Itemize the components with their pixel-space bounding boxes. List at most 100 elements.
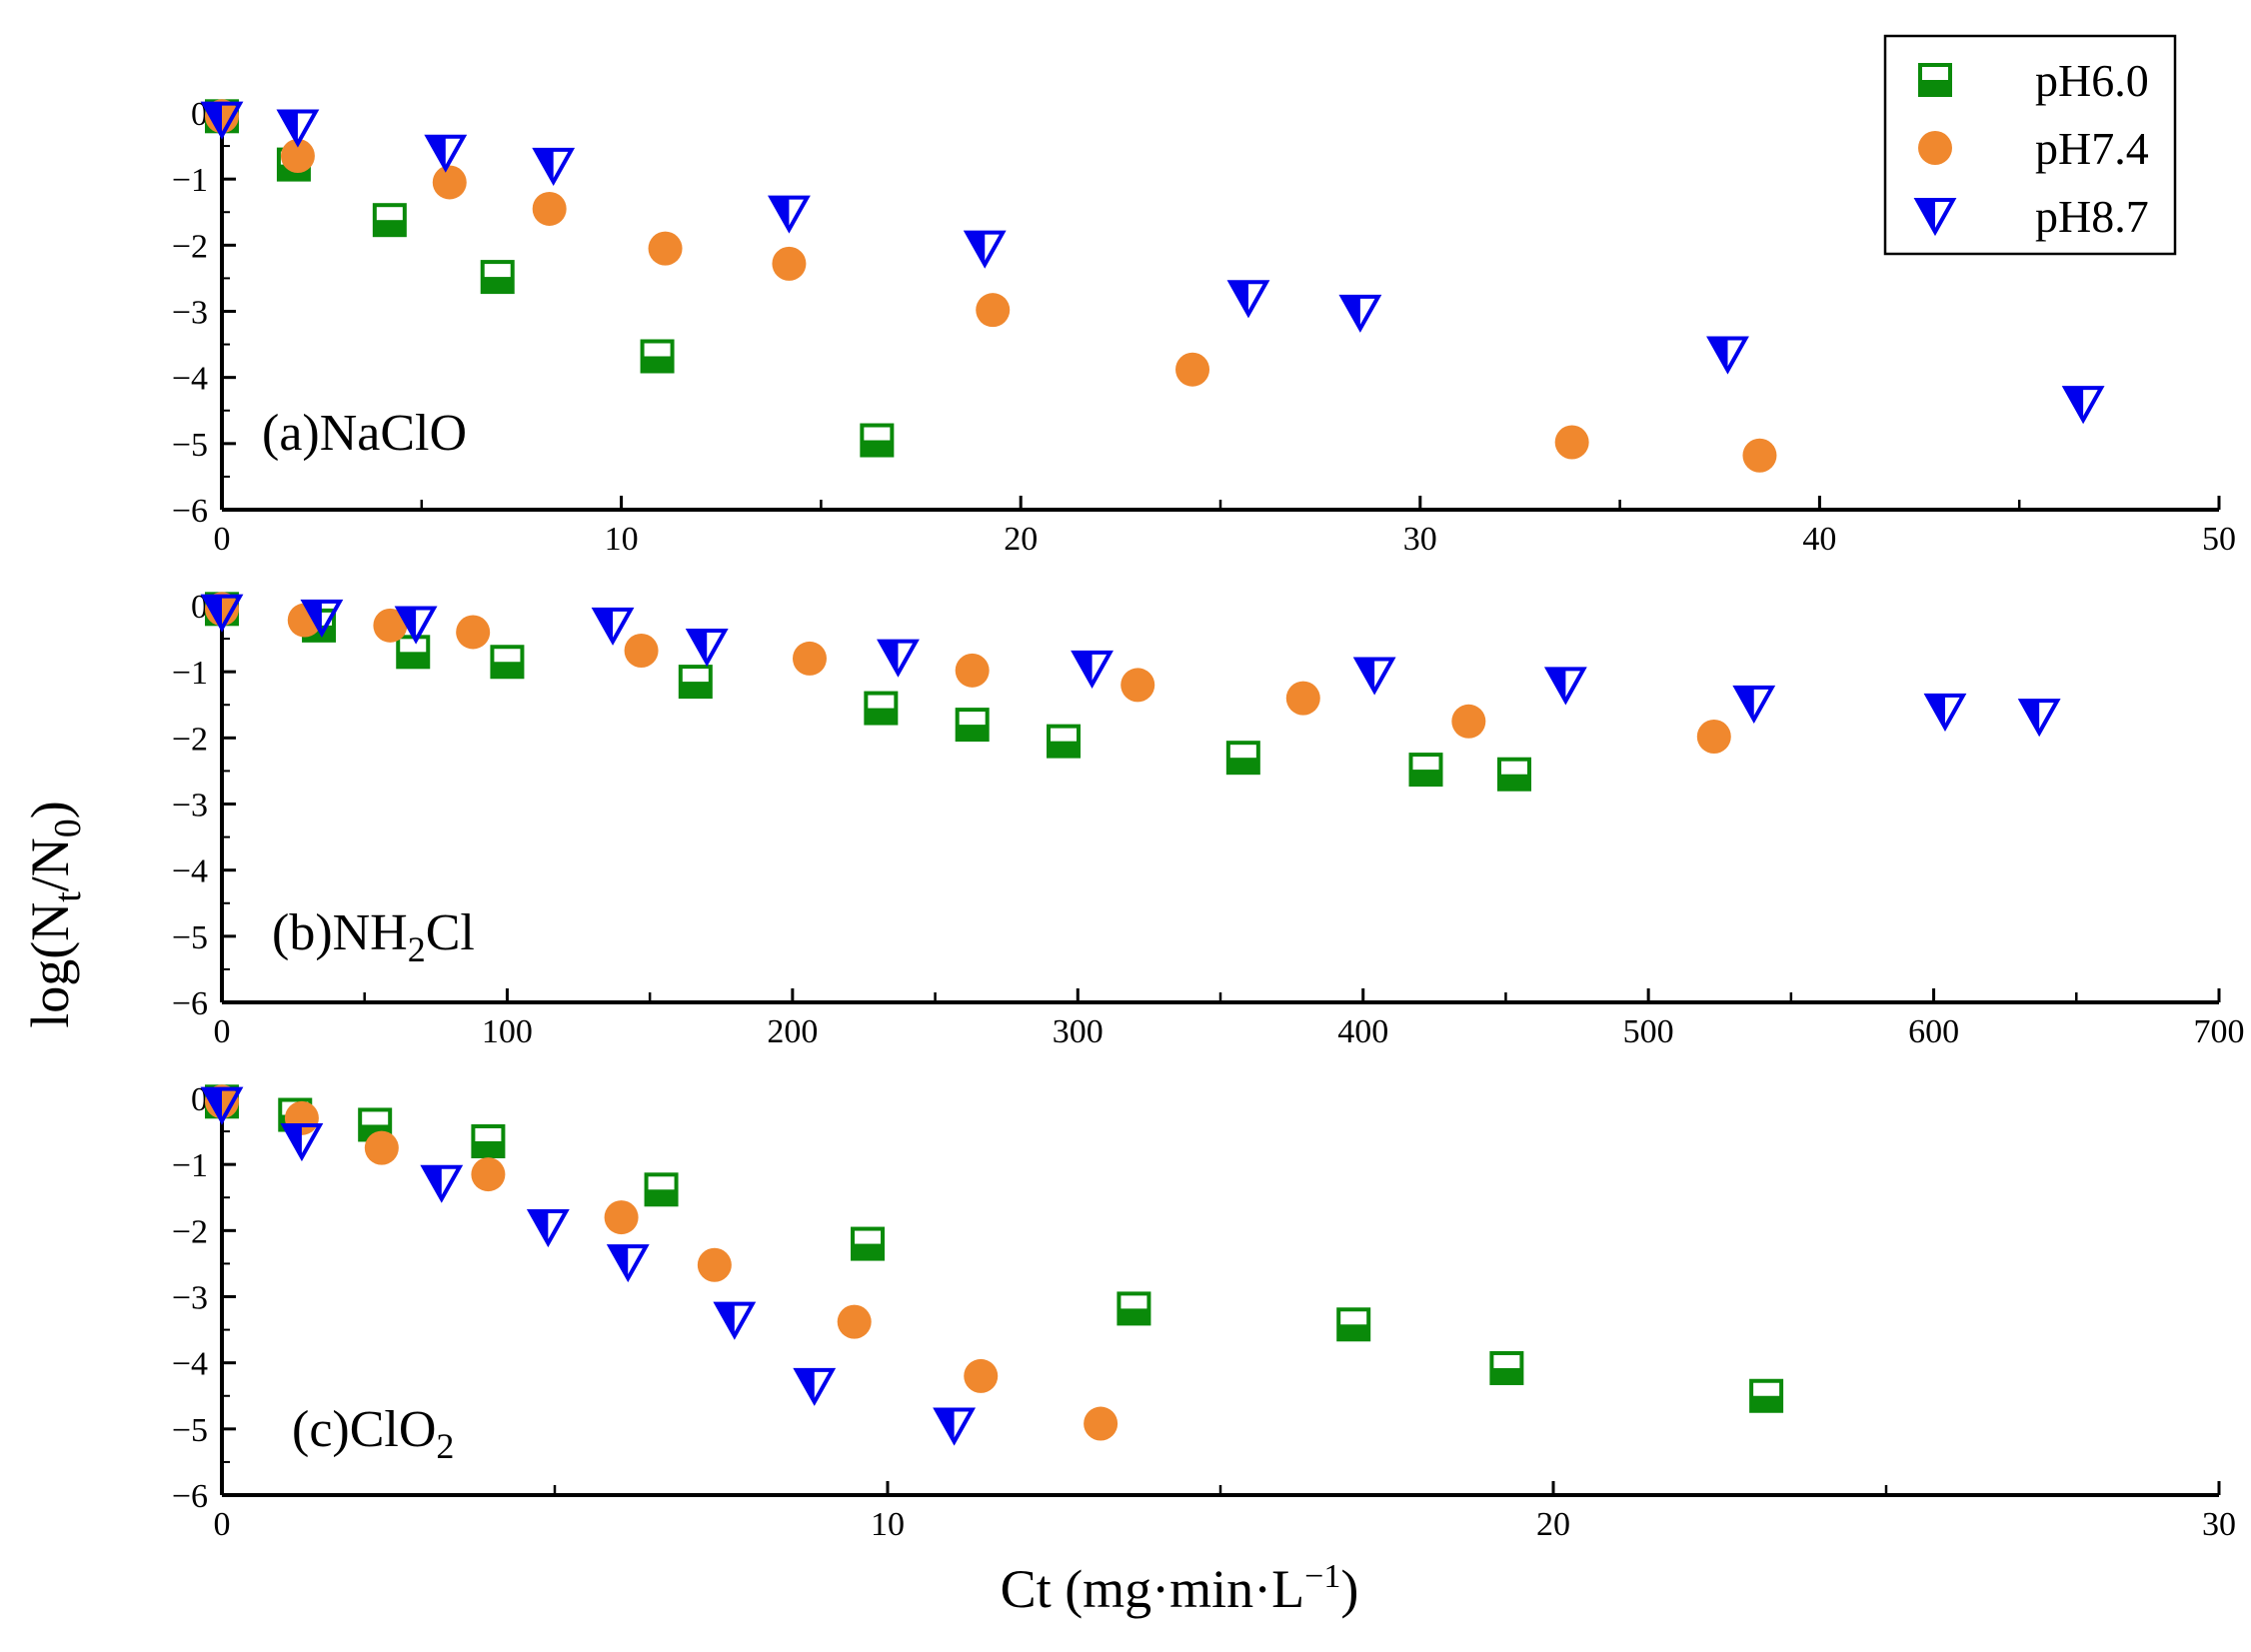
data-point <box>955 708 990 743</box>
data-point <box>678 665 713 700</box>
data-point <box>420 1164 464 1203</box>
data-point-fill <box>862 440 893 456</box>
data-point-outline <box>606 1244 650 1283</box>
data-point-outline <box>768 195 811 234</box>
x-tick-label: 200 <box>767 1013 818 1050</box>
data-point <box>471 1157 506 1192</box>
data-point <box>713 1301 757 1340</box>
data-point-outline <box>276 109 320 148</box>
data-point <box>394 606 438 645</box>
data-point <box>364 1130 399 1165</box>
data-point-outline <box>2017 699 2061 738</box>
y-tick-label: −4 <box>172 853 208 890</box>
data-point <box>837 1304 872 1339</box>
data-point <box>604 1200 639 1235</box>
data-point <box>1696 720 1731 755</box>
data-point-outline <box>200 101 244 140</box>
data-point <box>1121 668 1155 703</box>
data-point <box>772 246 807 281</box>
data-point <box>1047 724 1082 759</box>
data-point <box>792 641 827 676</box>
legend-label: pH6.0 <box>2035 55 2149 106</box>
x-tick-label: 300 <box>1053 1013 1104 1050</box>
data-point <box>432 165 467 200</box>
data-point-fill <box>1227 758 1258 774</box>
data-point <box>200 594 244 633</box>
y-tick-label: −3 <box>172 295 208 332</box>
x-tick-label: 0 <box>214 1013 231 1050</box>
series-pH8.7 <box>200 594 2061 738</box>
data-point <box>640 339 675 374</box>
data-point <box>1336 1307 1371 1342</box>
data-point-outline <box>2061 386 2105 425</box>
y-tick-label: −2 <box>172 228 208 265</box>
data-point <box>1117 1291 1151 1326</box>
y-tick-label: −5 <box>172 919 208 956</box>
data-point <box>372 203 407 238</box>
data-point-outline <box>1352 657 1396 696</box>
data-point <box>2061 386 2105 425</box>
data-point <box>1451 704 1486 739</box>
data-point-fill <box>1498 774 1529 790</box>
data-point <box>1923 693 1967 732</box>
data-point-fill <box>1338 1324 1369 1340</box>
data-point-outline <box>933 1407 977 1446</box>
data-point-fill <box>1119 1308 1149 1324</box>
y-tick-label: −5 <box>172 427 208 464</box>
data-point <box>624 633 659 668</box>
panel-3: 0−1−2−3−4−5−60 10 20 30(c)ClO2 <box>172 1081 2236 1543</box>
y-tick-label: −2 <box>172 721 208 758</box>
data-point <box>532 147 576 187</box>
data-point-fill <box>374 220 405 236</box>
y-tick-label: −2 <box>172 1213 208 1250</box>
data-point <box>276 109 320 148</box>
data-point <box>955 653 990 688</box>
data-point <box>373 608 408 643</box>
x-tick-label: 500 <box>1623 1013 1674 1050</box>
data-point <box>490 645 525 680</box>
y-tick-label: −3 <box>172 788 208 825</box>
y-tick-label: −4 <box>172 1346 208 1383</box>
x-tick-label: 50 <box>2202 521 2236 558</box>
data-point-outline <box>793 1367 837 1406</box>
legend: pH6.0 pH7.4 pH8.7 <box>1883 34 2177 256</box>
data-point-outline <box>685 629 729 668</box>
data-point <box>200 101 244 140</box>
y-tick-label: −6 <box>172 493 208 530</box>
data-point-outline <box>200 594 244 633</box>
data-point-outline <box>1732 685 1776 725</box>
data-point <box>526 1209 570 1248</box>
data-point-fill <box>642 356 673 372</box>
data-point <box>2017 699 2061 738</box>
data-point <box>851 1226 886 1261</box>
panel-label-main: (a)NaClO <box>262 405 467 462</box>
data-point-fill <box>482 277 513 293</box>
data-point <box>606 1244 650 1283</box>
data-point <box>768 195 811 234</box>
data-point <box>685 629 729 668</box>
x-axis-title: Ct (mg·min·L−1) <box>1001 1558 1359 1619</box>
legend-label: pH7.4 <box>2035 123 2149 174</box>
x-tick-label: 0 <box>214 521 231 558</box>
panels: 0−1−2−3−4−5−60 10 20 30 40 50(a)NaClO0−1−2−3−… <box>172 96 2245 1543</box>
x-tick-label: 30 <box>2202 1506 2236 1543</box>
data-point <box>280 139 315 174</box>
data-point-fill <box>957 725 988 741</box>
data-point-fill <box>646 1189 677 1205</box>
data-point <box>964 1358 999 1393</box>
data-point <box>1706 336 1749 375</box>
legend-marker-outline <box>1913 198 1957 237</box>
data-point-outline <box>1706 336 1749 375</box>
data-point-fill <box>1049 741 1080 757</box>
data-point <box>280 1123 324 1162</box>
panel-label-main: (c)ClO <box>292 1401 436 1458</box>
data-point <box>1742 438 1777 473</box>
y-tick-label: −4 <box>172 361 208 398</box>
x-tick-label: 10 <box>605 521 639 558</box>
data-point-outline <box>420 1164 464 1203</box>
series-pH8.7 <box>200 101 2105 425</box>
x-tick-label: 600 <box>1908 1013 1959 1050</box>
data-point <box>1226 280 1270 319</box>
data-point <box>396 635 431 670</box>
